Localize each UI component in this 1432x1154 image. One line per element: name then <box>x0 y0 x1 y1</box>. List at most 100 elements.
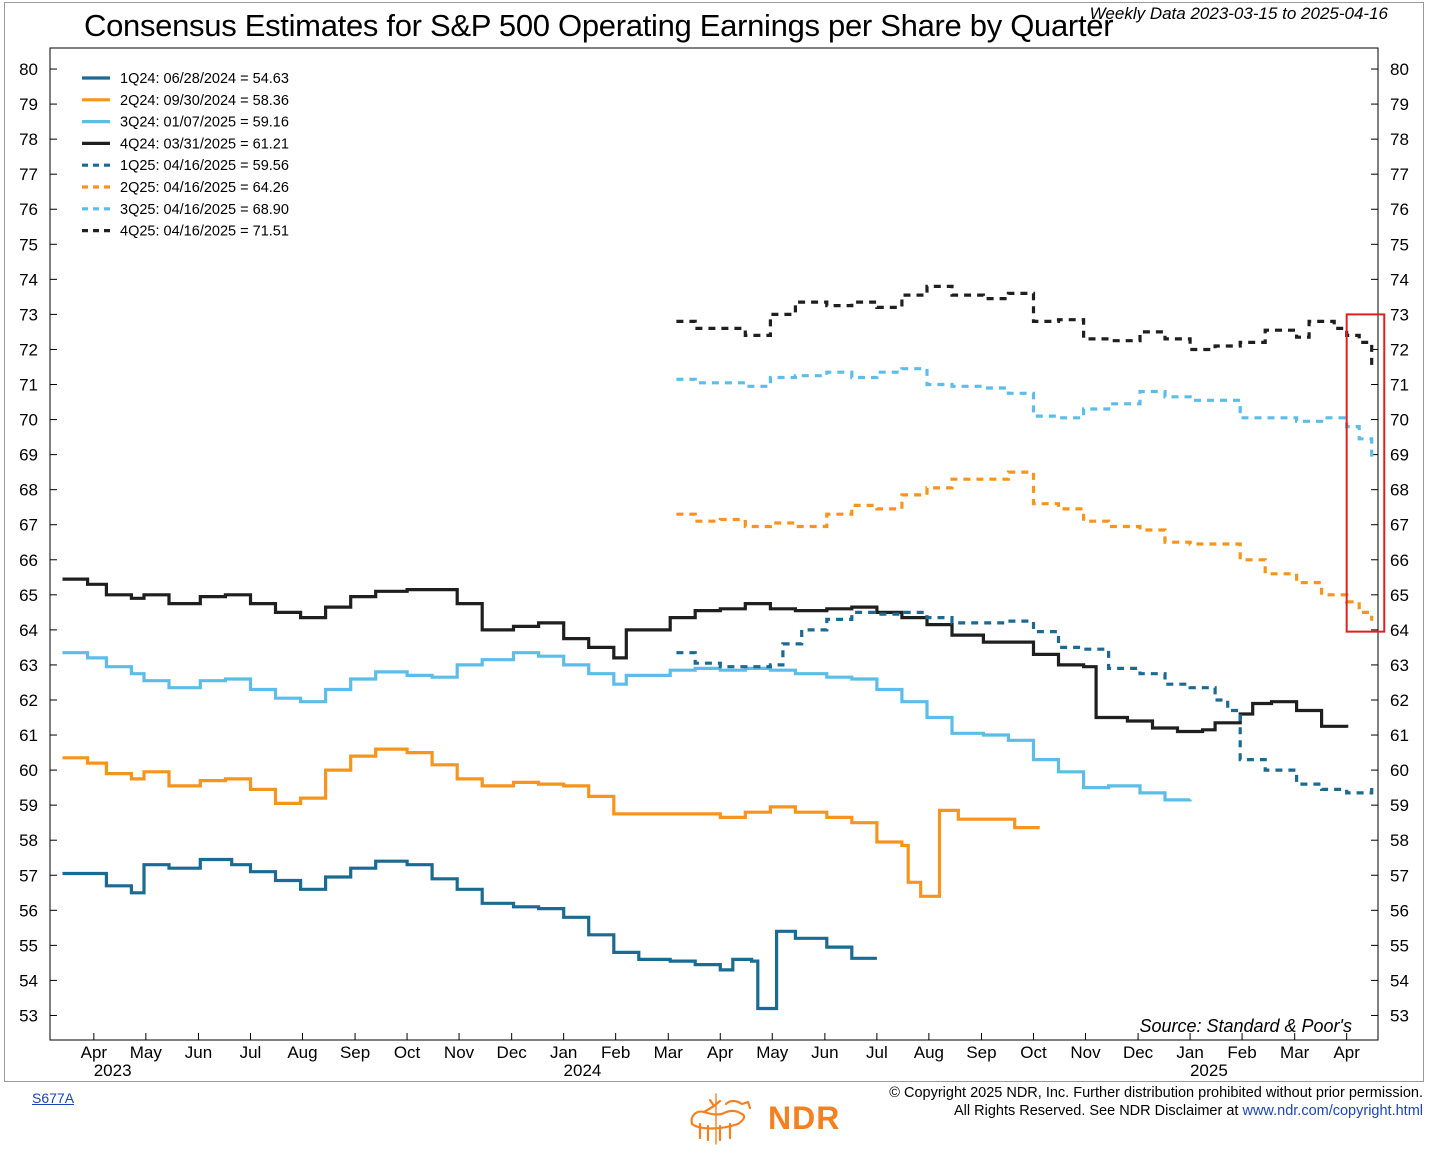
plot-border <box>49 47 1379 1041</box>
y-tick-label-left: 60 <box>19 761 38 780</box>
y-tick-label-left: 57 <box>19 866 38 885</box>
x-tick-label: Apr <box>1333 1043 1360 1062</box>
copyright-line-1: © Copyright 2025 NDR, Inc. Further distr… <box>889 1085 1423 1101</box>
chart-code-link[interactable]: S677A <box>32 1090 75 1106</box>
x-tick-label: Jul <box>240 1043 262 1062</box>
x-tick-label: Oct <box>1020 1043 1047 1062</box>
x-tick-label: Aug <box>914 1043 944 1062</box>
y-tick-label-left: 71 <box>19 376 38 395</box>
y-tick-label-right: 58 <box>1390 831 1409 850</box>
y-tick-label-left: 65 <box>19 586 38 605</box>
x-tick-label: May <box>756 1043 789 1062</box>
x-tick-label: Jan <box>1176 1043 1203 1062</box>
y-tick-label-left: 70 <box>19 411 38 430</box>
y-tick-label-left: 61 <box>19 726 38 745</box>
y-tick-label-left: 55 <box>19 936 38 955</box>
y-tick-label-right: 80 <box>1390 60 1409 79</box>
series-line-3q25 <box>676 367 1374 459</box>
y-tick-label-right: 65 <box>1390 586 1409 605</box>
chart-title: Consensus Estimates for S&P 500 Operatin… <box>84 8 1114 43</box>
legend-label-3q24: 3Q24: 01/07/2025 = 59.16 <box>120 115 289 131</box>
y-tick-label-right: 77 <box>1390 165 1409 184</box>
y-tick-label-right: 53 <box>1390 1006 1409 1025</box>
y-tick-label-right: 75 <box>1390 235 1409 254</box>
x-tick-label: Dec <box>497 1043 528 1062</box>
series-line-4q25 <box>676 284 1374 367</box>
x-tick-label: Jan <box>550 1043 577 1062</box>
series-line-2q24 <box>62 747 1040 898</box>
series-line-4q24 <box>62 577 1349 734</box>
legend-label-1q24: 1Q24: 06/28/2024 = 54.63 <box>120 71 289 87</box>
x-year-label: 2025 <box>1190 1061 1228 1080</box>
y-tick-label-right: 74 <box>1390 270 1409 289</box>
y-tick-label-right: 79 <box>1390 95 1409 114</box>
ndr-logo-text: NDR <box>768 1100 841 1136</box>
y-tick-label-left: 77 <box>19 165 38 184</box>
legend-label-3q25: 3Q25: 04/16/2025 = 68.90 <box>120 202 289 218</box>
y-tick-label-left: 54 <box>19 971 38 990</box>
series-line-3q24 <box>62 651 1192 802</box>
series-line-1q25 <box>676 610 1374 795</box>
y-tick-label-left: 74 <box>19 270 38 289</box>
y-tick-label-right: 60 <box>1390 761 1409 780</box>
x-tick-label: Jun <box>811 1043 838 1062</box>
y-tick-label-right: 59 <box>1390 796 1409 815</box>
x-tick-label: Jun <box>185 1043 212 1062</box>
x-tick-label: Feb <box>1227 1043 1256 1062</box>
y-tick-label-left: 58 <box>19 831 38 850</box>
x-tick-label: Feb <box>601 1043 630 1062</box>
y-tick-label-left: 56 <box>19 901 38 920</box>
legend-label-2q25: 2Q25: 04/16/2025 = 64.26 <box>120 180 289 196</box>
y-tick-label-right: 66 <box>1390 551 1409 570</box>
y-tick-label-right: 68 <box>1390 481 1409 500</box>
y-tick-label-right: 71 <box>1390 376 1409 395</box>
legend-label-4q25: 4Q25: 04/16/2025 = 71.51 <box>120 224 289 240</box>
y-tick-label-right: 57 <box>1390 866 1409 885</box>
y-tick-label-right: 54 <box>1390 971 1409 990</box>
x-year-label: 2023 <box>94 1061 132 1080</box>
y-tick-label-left: 80 <box>19 60 38 79</box>
series-line-1q24 <box>62 857 877 1011</box>
y-tick-label-right: 76 <box>1390 200 1409 219</box>
legend-label-1q25: 1Q25: 04/16/2025 = 59.56 <box>120 158 289 174</box>
chart-frame <box>4 2 1424 1082</box>
source-annotation: Source: Standard & Poor's <box>1139 1016 1352 1036</box>
x-tick-label: Mar <box>1280 1043 1310 1062</box>
copyright-line-2: All Rights Reserved. See NDR Disclaimer … <box>954 1103 1423 1119</box>
y-tick-label-right: 69 <box>1390 446 1409 465</box>
x-tick-label: May <box>130 1043 163 1062</box>
y-tick-label-right: 55 <box>1390 936 1409 955</box>
y-tick-label-left: 72 <box>19 340 38 359</box>
copyright-prefix: All Rights Reserved. See NDR Disclaimer … <box>954 1103 1243 1119</box>
y-tick-label-left: 68 <box>19 481 38 500</box>
copyright-link[interactable]: www.ndr.com/copyright.html <box>1242 1103 1423 1119</box>
y-tick-label-left: 73 <box>19 305 38 324</box>
y-tick-label-right: 78 <box>1390 130 1409 149</box>
y-tick-label-left: 53 <box>19 1006 38 1025</box>
chart-subtitle: Weekly Data 2023-03-15 to 2025-04-16 <box>1089 4 1388 23</box>
series-line-2q25 <box>676 470 1374 621</box>
y-tick-label-left: 69 <box>19 446 38 465</box>
legend-label-2q24: 2Q24: 09/30/2024 = 58.36 <box>120 93 289 109</box>
x-tick-label: Mar <box>654 1043 684 1062</box>
y-tick-label-left: 63 <box>19 656 38 675</box>
x-tick-label: Oct <box>394 1043 421 1062</box>
x-tick-label: Nov <box>444 1043 475 1062</box>
y-tick-label-left: 75 <box>19 235 38 254</box>
y-tick-label-left: 67 <box>19 516 38 535</box>
x-tick-label: Sep <box>340 1043 370 1062</box>
x-tick-label: Sep <box>966 1043 996 1062</box>
x-tick-label: Apr <box>707 1043 734 1062</box>
highlight-box <box>1345 313 1386 633</box>
y-tick-label-right: 62 <box>1390 691 1409 710</box>
y-tick-label-left: 59 <box>19 796 38 815</box>
x-year-label: 2024 <box>564 1061 602 1080</box>
x-tick-label: Jul <box>866 1043 888 1062</box>
y-tick-label-right: 73 <box>1390 305 1409 324</box>
x-tick-label: Aug <box>287 1043 317 1062</box>
y-tick-label-left: 64 <box>19 621 38 640</box>
y-tick-label-right: 56 <box>1390 901 1409 920</box>
ndr-bull-bear-logo <box>690 1093 752 1145</box>
y-tick-label-right: 67 <box>1390 516 1409 535</box>
x-tick-label: Dec <box>1123 1043 1154 1062</box>
